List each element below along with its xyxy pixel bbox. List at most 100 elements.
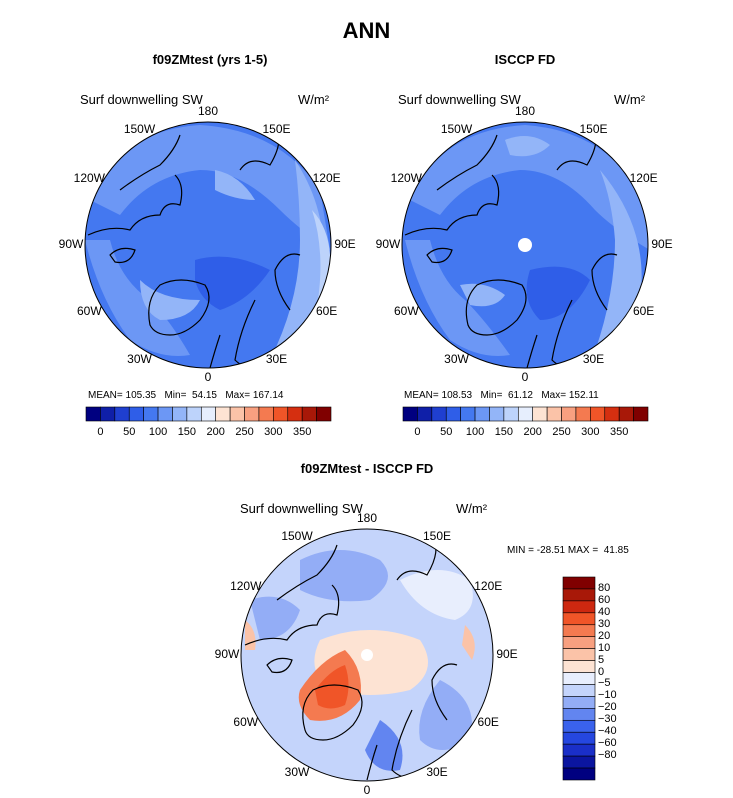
- map-boundary-obs: [401, 121, 649, 369]
- colorbar-diff-swatch: [562, 755, 596, 769]
- colorbar-obs-tick-label: 300: [581, 426, 600, 438]
- map-model-lon-label: 180: [197, 104, 219, 118]
- colorbar-diff-swatch: [562, 719, 596, 733]
- colorbar-model-tick-label: 350: [292, 426, 312, 438]
- map-diff-lon-label: 180: [356, 511, 378, 525]
- map-model-lon-label: 30E: [265, 352, 288, 367]
- colorbar-model-swatch: [85, 406, 101, 422]
- map-obs-lon-label: 30W: [444, 352, 469, 367]
- colorbar-model-swatch: [316, 406, 332, 422]
- colorbar-diff-tick-label: −80: [598, 749, 617, 762]
- colorbar-model-swatch: [114, 406, 130, 422]
- colorbar-obs-swatch: [561, 406, 577, 422]
- colorbar-obs-tick-label: 0: [414, 426, 421, 438]
- map-obs-lon-label: 120W: [390, 170, 423, 185]
- map-obs-lon-label: 150E: [579, 121, 608, 136]
- colorbar-obs-swatch: [474, 406, 490, 422]
- coastlines-model: [87, 124, 301, 368]
- panel-title-model: f09ZMtest (yrs 1-5): [152, 52, 268, 67]
- colorbar-model: [85, 406, 332, 422]
- map-diff-lon-label: 90E: [496, 647, 518, 661]
- colorbar-model-swatch: [301, 406, 317, 422]
- colorbar-model-tick-label: 50: [123, 426, 136, 438]
- colorbar-diff-swatch: [562, 612, 596, 626]
- colorbar-model-tick-label: 250: [235, 426, 254, 438]
- colorbar-model-swatch: [157, 406, 173, 422]
- colorbar-diff-tick-label: −10: [598, 689, 617, 702]
- colorbar-obs-tick-label: 250: [552, 426, 571, 438]
- colorbar-diff: [562, 576, 596, 781]
- map-obs-lon-label: 90E: [651, 237, 673, 251]
- map-model-lon-label: 60E: [315, 303, 338, 318]
- map-boundary-diff: [240, 528, 494, 782]
- map-diff-lon-label: 120W: [230, 579, 262, 593]
- colorbar-diff-tick-label: 60: [598, 593, 611, 606]
- colorbar-diff-swatch: [562, 636, 596, 649]
- colorbar-model-swatch: [143, 406, 159, 422]
- colorbar-obs-swatch: [431, 406, 447, 422]
- map-model-lon-label: 60W: [77, 303, 102, 318]
- colorbar-diff-tick-label: 0: [598, 665, 605, 678]
- colorbar-obs-swatch: [489, 406, 505, 422]
- map-model-lon-label: 120E: [312, 170, 341, 185]
- colorbar-diff-swatch: [562, 660, 596, 673]
- colorbar-model-tick-label: 150: [177, 426, 197, 438]
- colorbar-obs-swatch: [445, 406, 461, 422]
- colorbar-obs-swatch: [417, 406, 433, 422]
- units-label-obs: W/m²: [614, 92, 646, 107]
- colorbar-model-tick-label: 0: [97, 426, 104, 438]
- colorbar-obs-swatch: [402, 406, 418, 422]
- map-obs-lon-label: 30E: [582, 352, 605, 367]
- colorbar-model-tick-label: 200: [206, 426, 225, 438]
- map-obs-lon-label: 60W: [394, 303, 419, 318]
- colorbar-diff-swatch: [562, 648, 596, 661]
- colorbar-model-swatch: [128, 406, 144, 422]
- variable-label-model: Surf downwelling SW: [80, 92, 203, 107]
- colorbar-diff-swatch: [562, 684, 596, 697]
- map-diff-lon-label: 60E: [477, 715, 499, 729]
- map-model-lon-label: 30W: [127, 352, 152, 367]
- map-model-lon-label: 150W: [123, 121, 156, 136]
- colorbar-model-swatch: [229, 406, 245, 422]
- map-diff-lon-label: 30W: [284, 764, 310, 779]
- colorbar-obs-swatch: [590, 406, 606, 422]
- colorbar-obs-swatch: [503, 406, 519, 422]
- colorbar-diff-swatch: [562, 600, 596, 614]
- colorbar-obs-swatch: [460, 406, 476, 422]
- colorbar-diff-swatch: [562, 767, 596, 781]
- colorbar-diff-tick-label: 30: [598, 617, 611, 630]
- colorbar-diff-tick-label: −5: [598, 677, 611, 690]
- figure-title: ANN: [342, 18, 391, 43]
- map-obs-lon-label: 120E: [629, 170, 658, 185]
- colorbar-model-tick-label: 300: [264, 426, 283, 438]
- colorbar-diff-tick-label: −30: [598, 713, 617, 726]
- colorbar-obs-swatch: [633, 406, 649, 422]
- colorbar-obs: [402, 406, 649, 422]
- stats-model: MEAN= 105.35 Min= 54.15 Max= 167.14: [88, 390, 284, 401]
- colorbar-diff-swatch: [562, 588, 596, 602]
- colorbar-model-swatch: [200, 406, 217, 422]
- colorbar-model-swatch: [100, 406, 116, 422]
- colorbar-diff-tick-label: 40: [598, 605, 611, 618]
- colorbar-model-swatch: [172, 406, 188, 422]
- map-obs-lon-label: 0: [521, 370, 529, 384]
- colorbar-diff-tick-label: −20: [598, 701, 617, 714]
- colorbar-model-swatch: [287, 406, 303, 422]
- map-boundary-model: [84, 121, 332, 369]
- map-model-lon-label: 150E: [262, 121, 291, 136]
- map-model-lon-label: 90E: [334, 237, 356, 251]
- colorbar-model-swatch: [186, 406, 202, 422]
- colorbar-obs-tick-label: 100: [465, 426, 485, 438]
- colorbar-obs-tick-label: 50: [440, 426, 453, 438]
- colorbar-diff-swatch: [562, 708, 596, 721]
- stats-diff: MIN = -28.51 MAX = 41.85: [507, 545, 629, 556]
- colorbar-model-tick-label: 100: [148, 426, 168, 438]
- variable-label-obs: Surf downwelling SW: [398, 92, 521, 107]
- units-label-model: W/m²: [298, 92, 330, 107]
- map-diff-lon-label: 150E: [422, 529, 452, 544]
- colorbar-model-swatch: [273, 406, 289, 422]
- colorbar-model-swatch: [258, 406, 274, 422]
- colorbar-model-swatch: [244, 406, 260, 422]
- map-model: [85, 122, 331, 368]
